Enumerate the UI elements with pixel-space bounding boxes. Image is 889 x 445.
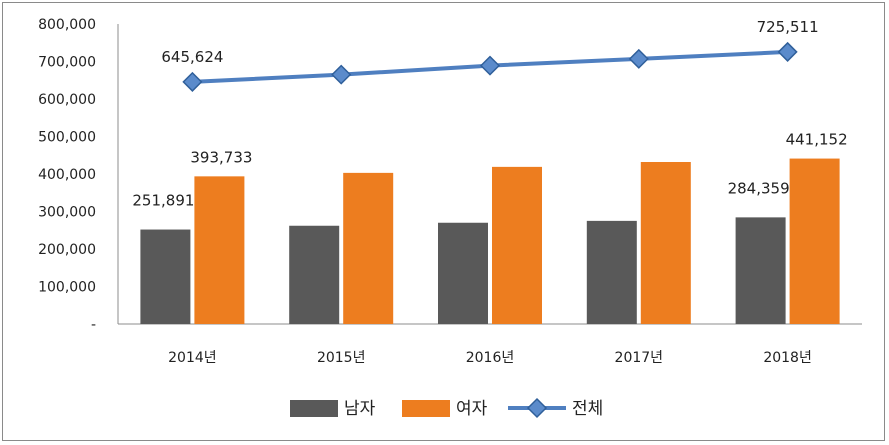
legend-label: 남자 (344, 399, 376, 419)
x-tick-label: 2017년 (615, 350, 664, 366)
legend-label: 여자 (456, 399, 488, 419)
bar-여자 (492, 166, 542, 324)
y-tick-label: 700,000 (38, 55, 96, 71)
x-tick-label: 2018년 (763, 350, 812, 366)
y-tick-label: 200,000 (38, 242, 96, 258)
data-label: 725,511 (757, 18, 819, 36)
bar-여자 (789, 158, 840, 324)
bar-남자 (735, 217, 786, 324)
bar-남자 (140, 229, 191, 324)
line-marker (628, 48, 649, 69)
data-label: 251,891 (132, 192, 194, 210)
line-marker (479, 55, 501, 76)
y-tick-label: 800,000 (38, 17, 96, 33)
y-tick-label: - (91, 317, 96, 333)
bar-여자 (343, 172, 394, 324)
data-label: 393,733 (190, 148, 252, 166)
line-marker (331, 64, 352, 85)
y-tick-label: 400,000 (38, 167, 96, 183)
bar-남자 (586, 220, 637, 324)
y-tick-label: 100,000 (38, 280, 96, 296)
y-tick-label: 500,000 (38, 130, 96, 146)
legend-label: 전체 (572, 399, 603, 419)
legend-swatch (402, 400, 450, 417)
bar-여자 (640, 162, 691, 324)
legend-swatch (290, 400, 338, 417)
y-tick-label: 300,000 (38, 205, 96, 221)
line-marker (777, 41, 798, 62)
x-tick-label: 2015년 (317, 350, 366, 366)
legend-marker (526, 397, 548, 419)
bar-남자 (438, 222, 488, 324)
data-label: 284,359 (728, 179, 790, 197)
bar-여자 (194, 176, 245, 324)
x-tick-label: 2014년 (168, 350, 217, 366)
data-label: 441,152 (786, 131, 848, 149)
data-label: 645,624 (161, 48, 223, 66)
line-marker (182, 71, 203, 92)
bar-남자 (289, 225, 340, 324)
x-tick-label: 2016년 (466, 350, 515, 366)
y-tick-label: 600,000 (38, 92, 96, 108)
